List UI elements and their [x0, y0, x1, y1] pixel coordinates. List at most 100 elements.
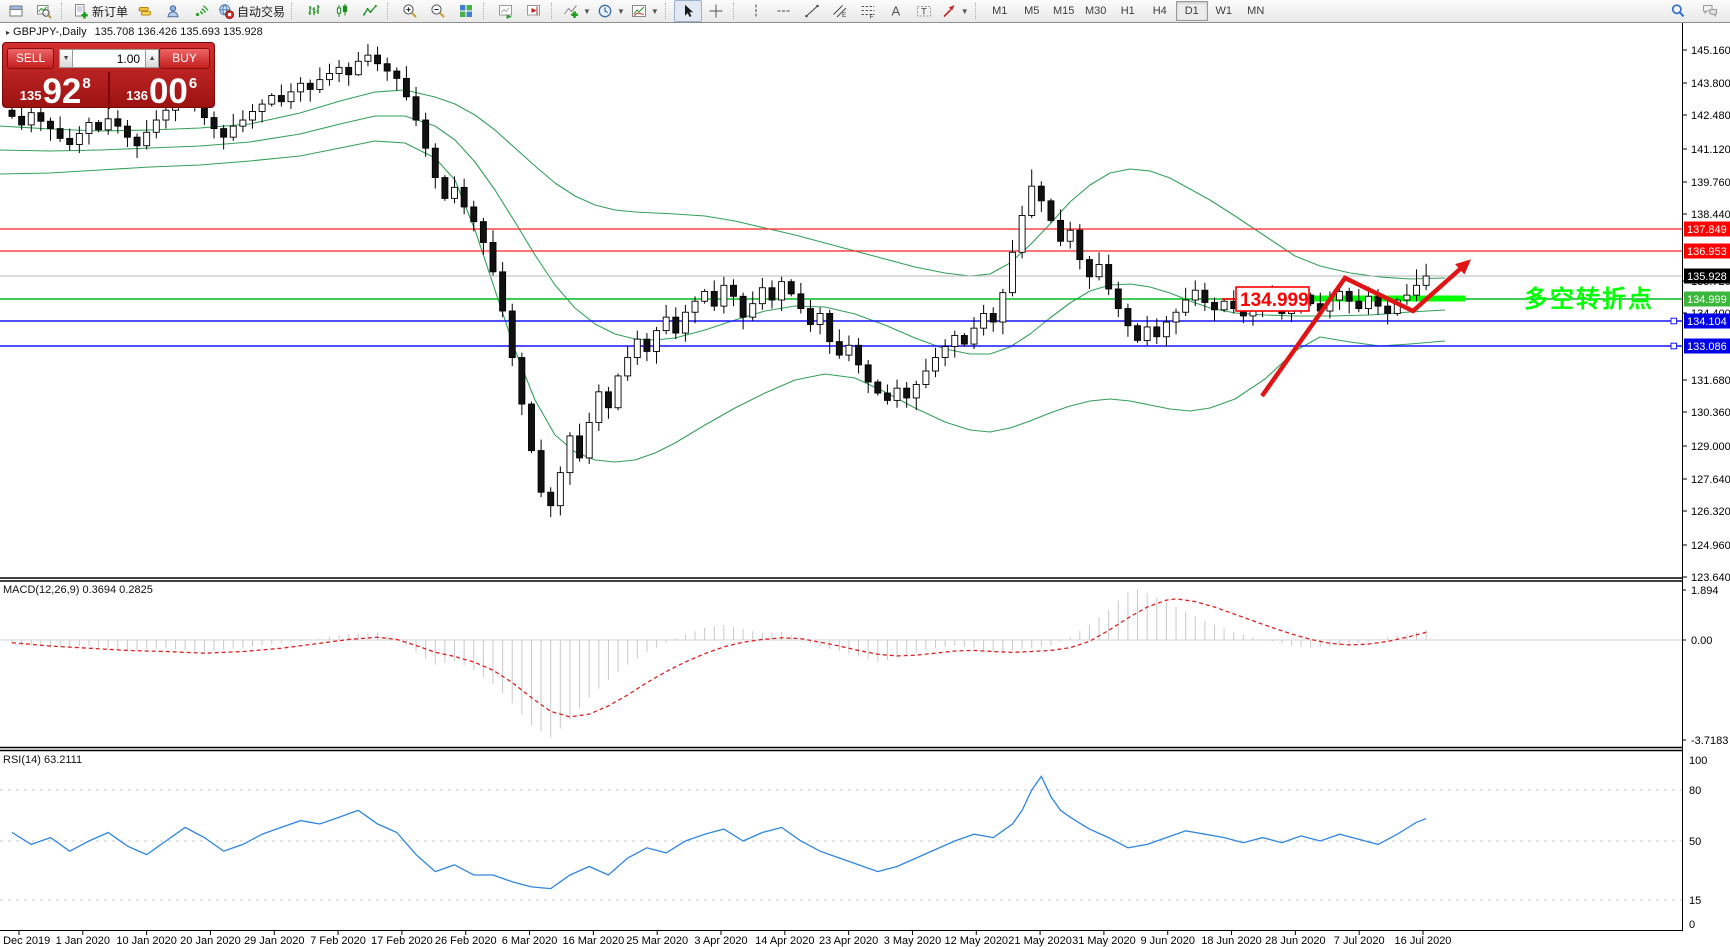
buy-price[interactable]: 136 00 6: [110, 72, 215, 109]
bollinger-bands: [0, 89, 1446, 463]
cursor-tool[interactable]: [673, 0, 702, 22]
vline-icon: [748, 3, 764, 19]
zoom-out-icon[interactable]: [424, 0, 452, 22]
crosshair-icon: [708, 3, 724, 19]
new-order-button[interactable]: 新订单: [70, 0, 131, 22]
toolbar-separator: [387, 3, 393, 19]
text-tool[interactable]: A: [882, 0, 910, 22]
toolbar-button-label: 自动交易: [237, 4, 286, 19]
axis-label: 130.360: [1691, 407, 1730, 419]
chart-shift-icon[interactable]: [520, 0, 548, 22]
arrows-icon: [941, 3, 957, 19]
turning-point-label: 多空转折点: [1524, 285, 1654, 313]
trendline-tool[interactable]: [798, 0, 826, 22]
axis-label: 124.960: [1691, 540, 1730, 552]
label-tool[interactable]: T: [910, 0, 938, 22]
candlestick-chart-icon[interactable]: [328, 0, 356, 22]
buy-price-small: 136: [126, 88, 148, 103]
auto-scroll-icon[interactable]: [492, 0, 520, 22]
trend-arrow[interactable]: [1260, 260, 1470, 398]
price-axis: 135.720134.400145.160143.800142.480141.1…: [1682, 45, 1730, 931]
price-callout-text: 134.999: [1240, 290, 1309, 311]
timeframe-w1[interactable]: W1: [1215, 5, 1232, 17]
date-label: 26 Feb 2020: [435, 935, 497, 947]
bar-chart-icon[interactable]: [300, 0, 328, 22]
chat-icon[interactable]: [1696, 0, 1724, 22]
auto-trading-button[interactable]: 自动交易: [215, 0, 288, 22]
axis-label: 138.440: [1691, 209, 1730, 221]
sell-price[interactable]: 135 92 8: [3, 72, 110, 109]
timeframe-h1[interactable]: H1: [1120, 5, 1135, 17]
fibonacci-icon: F: [860, 3, 876, 19]
date-label: 12 May 2020: [944, 935, 1008, 947]
hline-handle[interactable]: [1670, 342, 1678, 350]
axis-label: 145.160: [1691, 45, 1730, 57]
signals-icon[interactable]: [187, 0, 215, 22]
price-callout-box[interactable]: [1235, 286, 1310, 312]
chevron-down-icon: ▼: [583, 6, 591, 16]
search-icon[interactable]: [1664, 0, 1692, 22]
chevron-down-icon: ▼: [960, 6, 969, 16]
channel-tool[interactable]: E: [826, 0, 854, 22]
text-icon: A: [888, 3, 904, 19]
arrows-tool[interactable]: ▼: [938, 0, 972, 22]
axis-label: 139.760: [1691, 177, 1730, 189]
volume-increase-button[interactable]: ▲: [145, 49, 160, 68]
sell-button[interactable]: SELL: [7, 48, 55, 69]
date-label: 23 Apr 2020: [819, 935, 878, 947]
timeframe-m15[interactable]: M15: [1053, 5, 1075, 17]
macd-panel: [0, 589, 1682, 738]
timeframe-m1[interactable]: M1: [992, 5, 1008, 17]
window-icon[interactable]: [2, 0, 30, 22]
periods-icon: [597, 3, 613, 19]
svg-text:0.00: 0.00: [1691, 635, 1712, 647]
hline-handle[interactable]: [1670, 317, 1678, 325]
crosshair-tool[interactable]: [702, 0, 730, 22]
gold-icon-icon: [137, 3, 153, 19]
date-label: 7 Jul 2020: [1334, 935, 1385, 947]
bollinger-middle: [0, 115, 1446, 355]
trendline-icon: [804, 3, 820, 19]
toolbar-button-label: 新订单: [92, 4, 129, 19]
volume-decrease-button[interactable]: ▼: [59, 49, 74, 68]
label-icon: T: [916, 3, 932, 19]
gold-icon[interactable]: [131, 0, 159, 22]
date-label: 7 Feb 2020: [310, 935, 366, 947]
chevron-down-icon: ▼: [616, 6, 625, 16]
chart-preview-icon[interactable]: [30, 0, 58, 22]
profile-icon[interactable]: [159, 0, 187, 22]
timeframe-h4[interactable]: H4: [1152, 5, 1167, 17]
timeframe-mn[interactable]: MN: [1247, 5, 1265, 17]
timeframe-d1[interactable]: D1: [1175, 1, 1208, 21]
signals-icon-icon: [193, 3, 209, 19]
zoom-in-icon[interactable]: [396, 0, 424, 22]
vline-tool[interactable]: [742, 0, 770, 22]
chevron-down-icon: ▼: [650, 6, 659, 16]
ohlc-values: 135.708 136.426 135.693 135.928: [94, 26, 263, 38]
hline-tool[interactable]: [770, 0, 798, 22]
tile-windows-icon[interactable]: [452, 0, 480, 22]
fibonacci-tool[interactable]: F: [854, 0, 882, 22]
svg-text:1.894: 1.894: [1691, 585, 1719, 597]
symbol-period-label: GBPJPY-,Daily: [13, 26, 87, 38]
timeframe-m30[interactable]: M30: [1085, 5, 1107, 17]
periods-button[interactable]: ▼: [594, 0, 628, 22]
volume-input[interactable]: 1.00: [73, 49, 146, 68]
buy-price-big: 00: [148, 72, 188, 112]
axis-label: 143.800: [1691, 78, 1730, 90]
bollinger-upper: [0, 89, 1446, 280]
indicators-button[interactable]: ▼: [560, 0, 594, 22]
indicators-icon: [563, 3, 579, 19]
date-label: 14 Apr 2020: [755, 935, 814, 947]
macd-signal-line: [11, 598, 1427, 718]
buy-button[interactable]: BUY: [159, 48, 210, 69]
line-chart-icon[interactable]: [356, 0, 384, 22]
channel-icon: E: [832, 3, 848, 19]
svg-text:-3.7183: -3.7183: [1691, 735, 1728, 747]
timeframe-m5[interactable]: M5: [1024, 5, 1040, 17]
bollinger-lower: [0, 140, 1446, 463]
price-badge: [1684, 243, 1730, 259]
templates-button[interactable]: ▼: [628, 0, 662, 22]
annotations: 134.999 多空转折点: [1222, 259, 1654, 398]
